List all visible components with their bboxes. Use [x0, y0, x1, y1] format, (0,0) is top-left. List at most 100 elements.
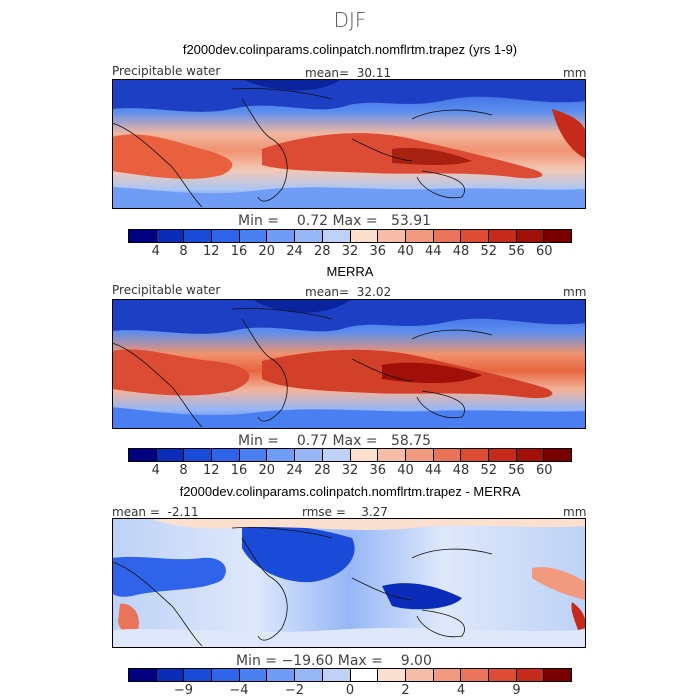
colorbar-tick-label: 16 — [230, 244, 248, 259]
colorbar-tick-label: 32 — [341, 244, 359, 259]
colorbar-segment — [488, 230, 517, 242]
panel2-northern-dry — [112, 299, 586, 334]
colorbar-segment — [405, 449, 434, 461]
colorbar-tick-label: 16 — [230, 463, 248, 478]
colorbar-segment — [267, 449, 296, 461]
colorbar-segment — [322, 669, 351, 681]
panel2-southern-band — [112, 407, 586, 429]
panel2-colorbar-ticks: 4 8 12 16 20 24 28 32 36 40 44 48 52 56 60 — [128, 463, 572, 479]
panel1-northern-dry — [112, 79, 586, 112]
panel3-positive-southamerica — [118, 603, 139, 636]
colorbar-tick-label: 9 — [512, 683, 521, 698]
colorbar-segment — [295, 669, 323, 681]
panel1-frame — [112, 79, 586, 209]
colorbar-segment — [433, 669, 462, 681]
panel1-coast-australia — [351, 138, 465, 199]
panel2-map — [112, 299, 586, 429]
colorbar-segment — [239, 230, 268, 242]
colorbar-segment — [433, 449, 462, 461]
panel1-mean: mean= 30.11 — [305, 66, 392, 80]
colorbar-segment — [156, 230, 185, 242]
panel1-colorbar-ticks: 4 8 12 16 20 24 28 32 36 40 44 48 52 56 60 — [128, 244, 572, 260]
panel3-rmse: rmse = 3.27 — [302, 505, 388, 519]
colorbar-segment — [516, 669, 545, 681]
colorbar-tick-label: 28 — [313, 463, 331, 478]
colorbar-segment — [378, 449, 406, 461]
panel2-arctic-min — [252, 299, 352, 313]
panel3-units: mm — [563, 505, 587, 519]
colorbar-tick-label: 20 — [258, 463, 276, 478]
colorbar-tick-label: 52 — [480, 463, 498, 478]
colorbar-tick-label: 0 — [345, 683, 355, 698]
colorbar-segment — [267, 669, 296, 681]
panel1-minmax: Min = 0.72 Max = 53.91 — [238, 213, 432, 229]
colorbar-tick-label: 48 — [452, 463, 470, 478]
colorbar-segment — [405, 669, 434, 681]
colorbar-segment — [129, 669, 157, 681]
panel2-mean: mean= 32.02 — [305, 285, 392, 299]
panel2-amazon-moist — [112, 349, 250, 396]
colorbar-segment — [184, 669, 213, 681]
panel3-subtitle: f2000dev.colinparams.colinpatch.nomflrtm… — [179, 484, 521, 499]
colorbar-segment — [239, 669, 268, 681]
panel3-map — [112, 518, 586, 648]
colorbar-tick-label: 60 — [535, 244, 553, 259]
panel3-negative-africa-asia — [242, 525, 355, 583]
colorbar-segment — [322, 230, 351, 242]
colorbar-segment — [295, 230, 323, 242]
colorbar-tick-label: −4 — [229, 683, 249, 698]
figure-title: DJF — [333, 8, 367, 32]
colorbar-segment — [322, 449, 351, 461]
panel1-arctic-min — [242, 79, 342, 91]
colorbar-tick-label: 56 — [508, 463, 525, 478]
colorbar-tick-label: −9 — [173, 683, 194, 698]
colorbar-segment — [239, 449, 268, 461]
panel3-positive-pacific — [532, 567, 586, 600]
panel3-coast-australia — [351, 577, 465, 638]
panel3-colorbar-ticks: −9 −4 −2 0 2 4 9 — [128, 683, 572, 699]
colorbar-segment — [378, 669, 406, 681]
colorbar-segment — [295, 449, 323, 461]
colorbar-segment — [212, 449, 240, 461]
colorbar-segment — [488, 449, 517, 461]
panel2-subtitle: MERRA — [326, 264, 374, 279]
panel1-variable-label: Precipitable water — [112, 64, 221, 78]
panel2-coast-africa — [241, 318, 288, 422]
panel3-mean: mean = -2.11 — [112, 505, 199, 519]
colorbar-tick-label: 12 — [202, 463, 220, 478]
colorbar-segment — [184, 230, 213, 242]
colorbar-tick-label: 56 — [508, 244, 525, 259]
colorbar-tick-label: 44 — [424, 463, 442, 478]
panel2-colorbar — [128, 448, 572, 462]
panel1-pacific-red — [552, 109, 586, 159]
colorbar-segment — [350, 449, 379, 461]
colorbar-segment — [156, 449, 185, 461]
panel1-coast-eurasia — [231, 88, 493, 120]
panel3-negative-americas — [112, 556, 226, 597]
colorbar-tick-label: 2 — [401, 683, 410, 698]
colorbar-segment — [184, 449, 213, 461]
panel2-coast-americas — [112, 342, 203, 428]
panel1-units: mm — [563, 66, 587, 80]
colorbar-segment — [267, 230, 296, 242]
colorbar-tick-label: 12 — [202, 244, 220, 259]
colorbar-tick-label: 60 — [535, 463, 553, 478]
panel2-frame — [112, 299, 586, 429]
colorbar-segment — [461, 230, 489, 242]
panel3-colorbar — [128, 668, 572, 682]
panel3-frame — [112, 518, 586, 648]
panel1-southern-band — [112, 187, 586, 209]
colorbar-tick-label: 8 — [179, 244, 188, 259]
panel3-southern-band — [112, 628, 586, 648]
colorbar-tick-label: 36 — [369, 244, 387, 259]
panel2-coast-australia — [351, 358, 465, 419]
colorbar-segment — [156, 669, 185, 681]
colorbar-tick-label: 4 — [456, 683, 466, 698]
colorbar-tick-label: 28 — [313, 244, 331, 259]
panel3-minmax: Min = −19.60 Max = 9.00 — [236, 653, 432, 669]
colorbar-segment — [212, 230, 240, 242]
colorbar-tick-label: 20 — [258, 244, 276, 259]
colorbar-tick-label: 52 — [480, 244, 498, 259]
colorbar-segment — [461, 449, 489, 461]
panel1-coastlines — [112, 88, 493, 208]
